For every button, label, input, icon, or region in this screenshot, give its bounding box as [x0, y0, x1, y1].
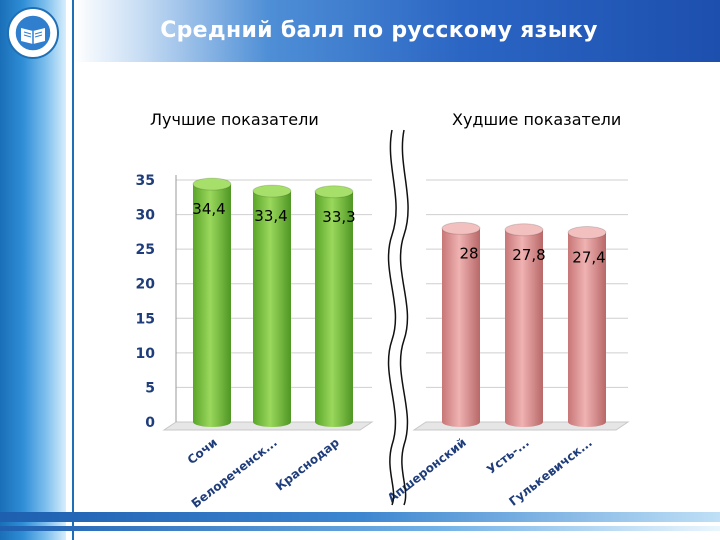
bar — [568, 232, 606, 422]
header-band — [74, 0, 720, 62]
footer-band-thin — [0, 526, 720, 531]
data-label: 28 — [459, 244, 478, 262]
footer-band — [0, 512, 720, 522]
bar — [315, 191, 353, 422]
data-label: 34,4 — [192, 200, 225, 218]
bar — [253, 191, 291, 422]
y-tick-label: 25 — [136, 242, 155, 258]
y-tick-label: 20 — [136, 277, 156, 293]
best-section-label: Лучшие показатели — [150, 110, 319, 129]
category-label: Краснодар — [273, 435, 342, 493]
bar-cap — [504, 223, 544, 237]
page-title: Средний балл по русскому языку — [160, 18, 598, 43]
left-rail — [0, 0, 66, 540]
data-label: 33,4 — [254, 207, 287, 225]
category-label: Усть-... — [484, 435, 532, 477]
bar-cap — [192, 177, 232, 191]
bar-base — [193, 417, 231, 427]
data-label: 27,8 — [512, 246, 545, 264]
bar-base — [253, 417, 291, 427]
data-label: 27,4 — [572, 249, 605, 267]
y-tick-label: 30 — [136, 208, 156, 224]
category-label: Сочи — [185, 435, 220, 467]
bar — [505, 229, 543, 422]
bar-cap — [314, 185, 354, 199]
bar-base — [505, 417, 543, 427]
y-tick-label: 10 — [136, 346, 156, 362]
category-label: Апшеронский — [385, 435, 469, 505]
bar-base — [568, 417, 606, 427]
y-tick-label: 5 — [145, 380, 155, 396]
open-book-emblem-icon — [7, 7, 59, 59]
left-rail-divider — [72, 0, 74, 540]
axis-break — [387, 129, 409, 506]
bar-base — [315, 417, 353, 427]
bar — [442, 228, 480, 422]
bar-cap — [567, 226, 607, 240]
data-label: 33,3 — [322, 208, 355, 226]
y-tick-label: 0 — [145, 415, 155, 431]
worst-section-label: Худшие показатели — [452, 110, 622, 129]
y-tick-label: 15 — [136, 311, 155, 327]
bar-cap — [441, 221, 481, 235]
bar — [193, 184, 231, 422]
y-tick-label: 35 — [136, 173, 155, 189]
bar-base — [442, 417, 480, 427]
bar-cap — [252, 184, 292, 198]
